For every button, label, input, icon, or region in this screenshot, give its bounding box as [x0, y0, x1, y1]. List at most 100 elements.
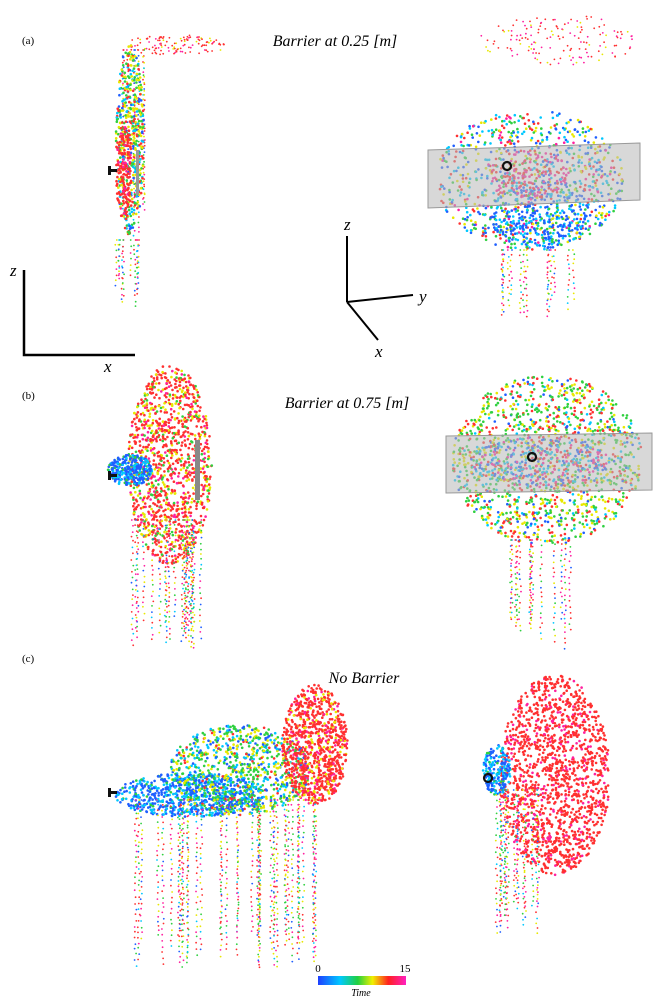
particle [154, 486, 158, 490]
particle [115, 179, 118, 183]
particle [116, 462, 119, 465]
particle [116, 148, 119, 151]
particle [146, 436, 150, 440]
particle [574, 203, 577, 207]
particle [572, 282, 575, 285]
particle [129, 145, 132, 148]
particle [151, 627, 153, 629]
particle [138, 163, 141, 166]
particle [152, 434, 155, 437]
particle [510, 293, 512, 295]
particle [144, 445, 148, 449]
particle [514, 224, 518, 227]
particle [131, 173, 135, 177]
particle [159, 494, 163, 497]
particle [134, 579, 137, 582]
particle [188, 464, 191, 467]
particle [181, 582, 184, 585]
particle [566, 302, 569, 304]
particle [158, 37, 161, 40]
particle [179, 546, 182, 549]
particle [145, 474, 149, 478]
particle [187, 634, 190, 637]
particle [153, 49, 156, 52]
particle [559, 211, 562, 215]
particle [163, 519, 166, 521]
particle [174, 382, 177, 386]
particle [202, 506, 206, 510]
particle [148, 401, 152, 405]
particle [187, 588, 190, 591]
particle [138, 529, 141, 532]
particle [545, 135, 549, 139]
particle [187, 583, 190, 585]
particle [185, 531, 188, 534]
particle [523, 305, 525, 308]
particle [114, 130, 118, 133]
particle [494, 211, 498, 214]
particle [138, 205, 142, 208]
particle [514, 238, 517, 241]
particle [126, 58, 129, 61]
particle [192, 579, 195, 581]
particle [128, 232, 131, 235]
particle [603, 41, 605, 44]
particle [167, 515, 170, 519]
particle [586, 219, 590, 223]
particle [173, 489, 176, 492]
particle [496, 230, 499, 233]
particle [547, 242, 551, 246]
particle [566, 140, 569, 143]
particle [183, 590, 186, 593]
particle [504, 235, 508, 238]
particle [118, 80, 121, 84]
particle [142, 545, 144, 548]
particle [136, 122, 139, 126]
particle [136, 402, 140, 406]
particle [601, 32, 604, 34]
particle [137, 503, 140, 507]
particle [135, 416, 139, 419]
particle [173, 52, 175, 55]
particle [199, 603, 202, 606]
particle [137, 118, 139, 120]
particle [202, 518, 206, 522]
particle [183, 620, 186, 622]
particle [573, 298, 576, 300]
particle [176, 515, 179, 518]
particle [133, 244, 135, 247]
particle [147, 491, 150, 495]
particle [468, 124, 471, 128]
particle [183, 500, 187, 503]
particle [131, 103, 135, 107]
particle [514, 205, 517, 209]
particle [551, 240, 554, 244]
particle [155, 377, 159, 381]
particle [578, 205, 582, 208]
particle [137, 604, 140, 607]
particle [471, 136, 475, 139]
particle [147, 545, 150, 549]
particle [184, 471, 188, 475]
particle [182, 44, 185, 47]
particle [536, 221, 540, 225]
particle [192, 531, 195, 534]
particle [458, 222, 462, 225]
particle [484, 206, 488, 210]
particle [584, 208, 587, 211]
particle [135, 616, 138, 619]
particle [185, 596, 188, 598]
particle [181, 484, 185, 487]
particle [117, 243, 120, 246]
particle [494, 128, 498, 131]
particle [597, 211, 601, 215]
particle [196, 500, 200, 504]
particle [582, 531, 585, 535]
particle [115, 261, 118, 264]
particle [495, 206, 499, 210]
particle [140, 167, 143, 170]
particle [166, 449, 170, 453]
particle [126, 135, 129, 139]
particle [563, 128, 566, 131]
particle [581, 127, 585, 130]
